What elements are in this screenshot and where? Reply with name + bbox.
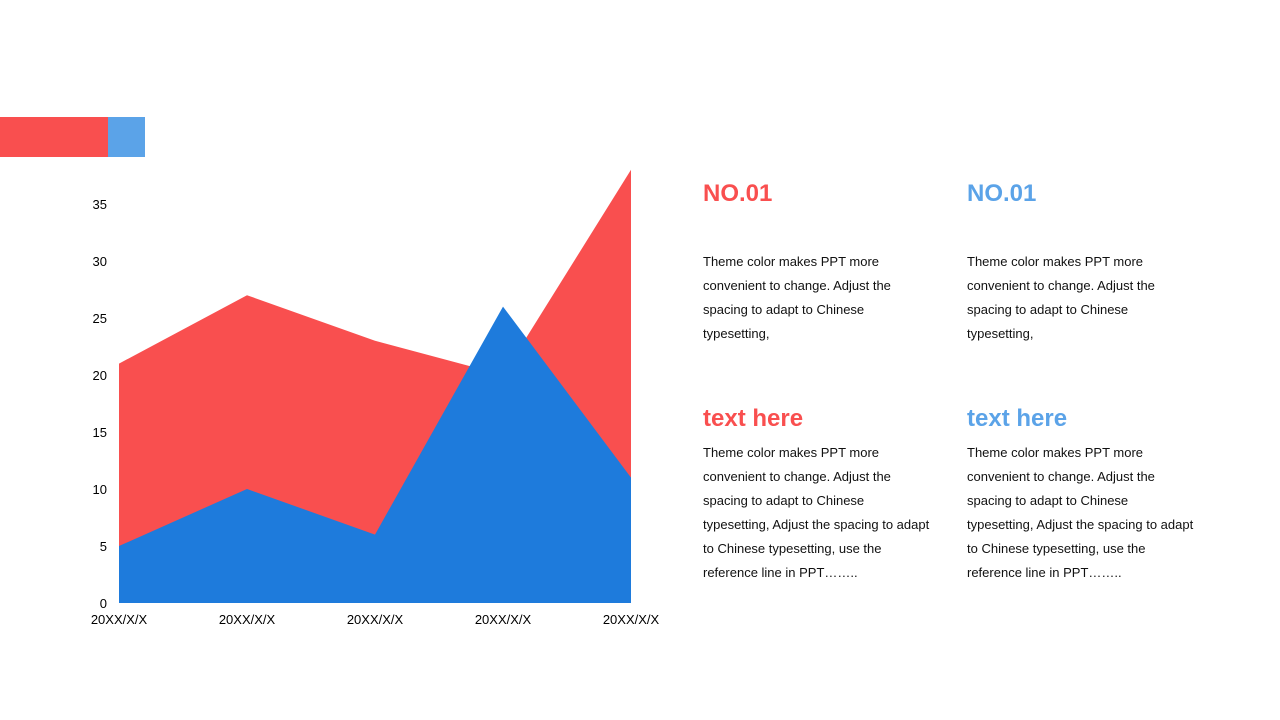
heading-text-here-red: text here <box>703 405 804 432</box>
paragraph-4: Theme color makes PPT more convenient to… <box>967 445 1194 580</box>
y-tick-label: 0 <box>100 596 107 611</box>
heading-no-01-red: NO.01 <box>703 180 773 207</box>
area-chart: 0 5 10 15 20 25 30 35 20XX/X/X 20XX/X/X 20XX/X/X 20… <box>91 169 660 627</box>
paragraph-2: Theme color makes PPT more convenient to… <box>703 445 930 580</box>
area-series-2 <box>119 306 631 603</box>
accent-bar-red <box>0 117 108 157</box>
accent-bar-blue <box>108 117 145 157</box>
y-tick-label: 35 <box>93 197 107 212</box>
paragraph-3: Theme color makes PPT more convenient to… <box>967 254 1155 341</box>
x-tick-label: 20XX/X/X <box>475 612 532 627</box>
x-tick-label: 20XX/X/X <box>603 612 660 627</box>
y-tick-label: 10 <box>93 482 107 497</box>
paragraph-1: Theme color makes PPT more convenient to… <box>703 254 891 341</box>
y-tick-label: 20 <box>93 368 107 383</box>
x-tick-label: 20XX/X/X <box>347 612 404 627</box>
heading-no-01-blue: NO.01 <box>967 180 1037 207</box>
y-tick-label: 25 <box>93 311 107 326</box>
y-tick-label: 5 <box>100 539 107 554</box>
y-tick-label: 15 <box>93 425 107 440</box>
x-tick-label: 20XX/X/X <box>91 612 148 627</box>
heading-text-here-blue: text here <box>967 405 1068 432</box>
y-tick-label: 30 <box>93 254 107 269</box>
x-tick-label: 20XX/X/X <box>219 612 276 627</box>
